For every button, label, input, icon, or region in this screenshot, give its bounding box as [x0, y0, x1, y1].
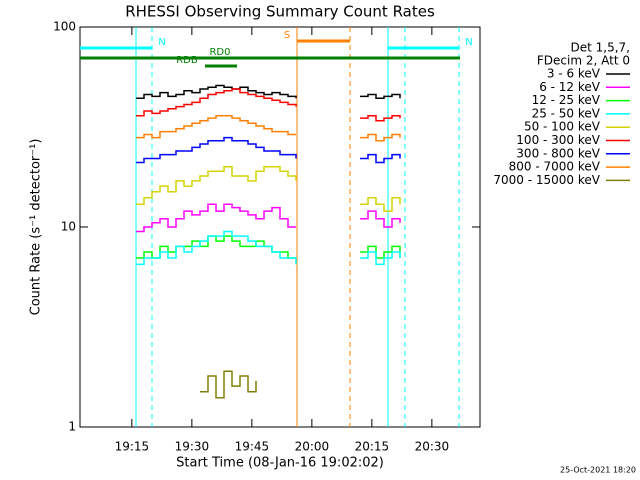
flag-label: N — [465, 37, 472, 48]
info: FDecim 2, Att 0 — [537, 54, 630, 68]
legend-label: 50 - 100 keV — [524, 120, 601, 134]
series-line — [136, 203, 401, 233]
y-tick-label: 10 — [61, 220, 76, 234]
info: Det 1,5,7, — [571, 41, 631, 55]
series-line — [136, 166, 401, 212]
x-tick-label: 19:30 — [175, 440, 210, 454]
series-line — [200, 370, 257, 399]
flag-label: N — [158, 37, 165, 48]
y-tick-label: 1 — [68, 420, 76, 434]
series-line — [136, 84, 401, 100]
series-line — [136, 114, 401, 142]
flag-label: RD0 — [209, 47, 230, 58]
legend-label: 12 - 25 keV — [532, 93, 601, 107]
legend-label: 6 - 12 keV — [539, 80, 601, 94]
x-tick-label: 19:15 — [115, 440, 150, 454]
x-axis-label: Start Time (08-Jan-16 19:02:02) — [176, 456, 384, 471]
x-tick-label: 20:00 — [295, 440, 330, 454]
legend-label: 800 - 7000 keV — [509, 160, 601, 174]
series-line — [136, 88, 401, 122]
legend-label: 25 - 50 keV — [532, 106, 601, 120]
chart-title: RHESSI Observing Summary Count Rates — [125, 3, 435, 21]
x-tick-label: 20:15 — [355, 440, 390, 454]
series-line — [136, 136, 401, 164]
x-tick-label: 19:45 — [235, 440, 270, 454]
series-line — [136, 230, 401, 266]
footer: 25-Oct-2021 18:20 — [560, 466, 636, 475]
y-tick-label: 100 — [53, 20, 76, 34]
y-axis-label: Count Rate (s⁻¹ detector⁻¹) — [29, 139, 44, 316]
legend-label: 3 - 6 keV — [547, 67, 601, 81]
flag-label: S — [284, 30, 290, 41]
legend-label: 300 - 800 keV — [516, 146, 600, 160]
legend-label: 100 - 300 keV — [516, 133, 600, 147]
x-tick-label: 20:30 — [415, 440, 450, 454]
flag-label: RDB — [176, 55, 198, 66]
legend-label: 7000 - 15000 keV — [493, 173, 600, 187]
